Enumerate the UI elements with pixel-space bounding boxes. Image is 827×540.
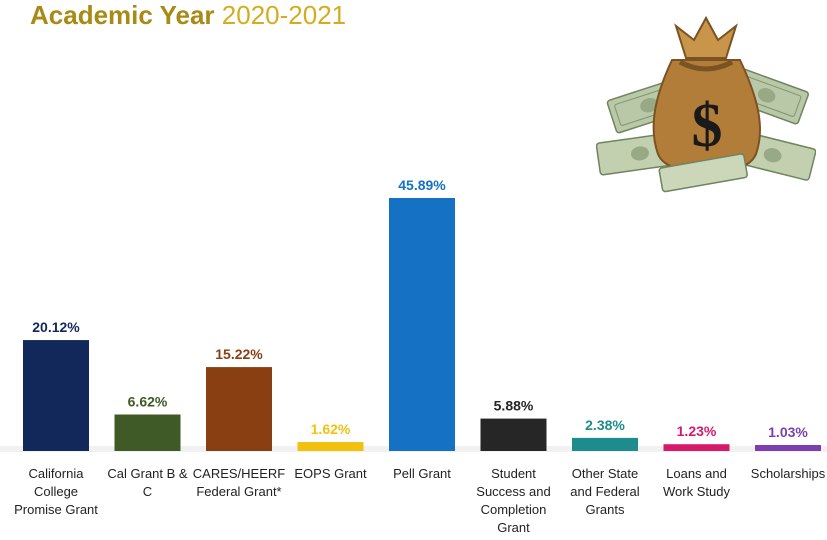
money-bag-icon: $ (596, 15, 816, 193)
bar (663, 444, 730, 451)
data-label: 1.03% (768, 424, 808, 440)
data-label: 20.12% (32, 319, 80, 335)
category-label: EOPS Grant (294, 466, 367, 481)
category-label: College (34, 484, 78, 499)
chart-title: Academic Year 2020-2021 (30, 0, 346, 31)
category-label: Loans and (666, 466, 727, 481)
category-label: Other State (572, 466, 638, 481)
data-label: 15.22% (215, 346, 263, 362)
category-label: Scholarships (751, 466, 826, 481)
data-label: 45.89% (398, 177, 446, 193)
category-label: Work Study (663, 484, 730, 499)
category-label: Cal Grant B & (107, 466, 188, 481)
category-label: Pell Grant (393, 466, 451, 481)
data-label: 6.62% (128, 394, 168, 410)
data-label: 2.38% (585, 417, 625, 433)
bar (755, 445, 821, 451)
bar (297, 442, 364, 451)
category-label: Completion (481, 502, 547, 517)
data-label: 1.62% (311, 421, 351, 437)
category-label: Promise Grant (14, 502, 98, 517)
title-label: Academic Year (30, 0, 215, 30)
category-label: and Federal (570, 484, 639, 499)
bar (206, 367, 272, 451)
bar (572, 437, 638, 451)
category-label: Success and (476, 484, 550, 499)
category-label: Grant (497, 520, 530, 535)
category-label: C (143, 484, 152, 499)
bar (114, 414, 181, 451)
data-label: 1.23% (677, 423, 717, 439)
bar (389, 198, 455, 451)
category-label: Student (491, 466, 536, 481)
category-label: California (29, 466, 85, 481)
bar (23, 340, 89, 451)
title-years: 2020-2021 (221, 0, 347, 30)
data-label: 5.88% (494, 398, 534, 414)
category-label: CARES/HEERF (193, 466, 286, 481)
svg-text:$: $ (692, 92, 723, 160)
category-label: Federal Grant* (196, 484, 281, 499)
bar (480, 418, 547, 451)
category-label: Grants (585, 502, 625, 517)
